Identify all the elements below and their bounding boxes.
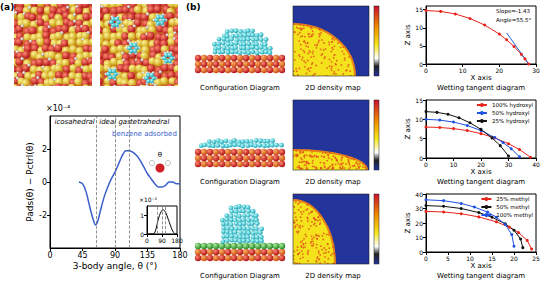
- svg-text:×10⁻²: ×10⁻²: [139, 196, 158, 203]
- svg-text:25% methyl: 25% methyl: [496, 196, 530, 203]
- svg-text:0: 0: [47, 251, 52, 260]
- svg-text:0: 0: [140, 231, 144, 238]
- svg-text:Angle=55.5°: Angle=55.5°: [496, 17, 532, 24]
- svg-text:-2: -2: [39, 211, 47, 220]
- svg-text:2: 2: [42, 145, 47, 154]
- svg-text:10: 10: [450, 161, 458, 168]
- svg-text:180: 180: [172, 251, 187, 260]
- svg-text:X axis: X axis: [470, 74, 491, 82]
- svg-text:10: 10: [415, 24, 423, 31]
- svg-text:0: 0: [424, 255, 428, 262]
- svg-text:90: 90: [110, 251, 120, 260]
- svg-text:2D density map: 2D density map: [305, 272, 361, 280]
- svg-text:(b): (b): [186, 2, 201, 12]
- svg-text:30: 30: [532, 67, 540, 74]
- svg-text:0: 0: [424, 67, 428, 74]
- svg-text:0: 0: [419, 61, 423, 68]
- svg-text:5: 5: [446, 255, 450, 262]
- svg-text:2D density map: 2D density map: [305, 84, 361, 92]
- svg-text:15: 15: [488, 255, 496, 262]
- svg-text:1: 1: [140, 212, 144, 219]
- svg-text:30: 30: [505, 161, 513, 168]
- svg-text:0: 0: [424, 161, 428, 168]
- svg-text:×10⁻⁴: ×10⁻⁴: [46, 104, 70, 113]
- svg-text:Slope=-1.43: Slope=-1.43: [496, 8, 531, 15]
- svg-text:Z axis: Z axis: [404, 24, 412, 45]
- svg-text:Wetting tangent diagram: Wetting tangent diagram: [437, 178, 525, 186]
- svg-text:10: 10: [466, 255, 474, 262]
- svg-text:40: 40: [415, 191, 423, 198]
- svg-text:Pads(θ) − Pctrl(θ): Pads(θ) − Pctrl(θ): [25, 142, 35, 221]
- svg-text:50% methyl: 50% methyl: [496, 204, 530, 211]
- svg-text:Configuration Diagram: Configuration Diagram: [200, 84, 280, 92]
- svg-text:Z axis: Z axis: [404, 118, 412, 139]
- svg-text:ideal gas: ideal gas: [99, 117, 131, 126]
- svg-text:Configuration Diagram: Configuration Diagram: [200, 272, 280, 280]
- svg-text:20: 20: [496, 67, 504, 74]
- svg-text:5: 5: [419, 42, 423, 49]
- svg-text:3-body angle, θ (°): 3-body angle, θ (°): [73, 261, 158, 271]
- svg-text:(a): (a): [0, 2, 14, 12]
- svg-text:15: 15: [415, 97, 423, 104]
- svg-text:100% hydroxyl: 100% hydroxyl: [492, 102, 534, 109]
- svg-text:2D density map: 2D density map: [305, 178, 361, 186]
- svg-text:Wetting tangent diagram: Wetting tangent diagram: [437, 84, 525, 92]
- svg-text:Configuration Diagram: Configuration Diagram: [200, 178, 280, 186]
- svg-text:icosahedral: icosahedral: [54, 118, 94, 126]
- svg-text:45: 45: [77, 251, 87, 260]
- svg-text:20: 20: [477, 161, 485, 168]
- svg-text:X axis: X axis: [470, 168, 491, 176]
- svg-text:5: 5: [419, 135, 423, 142]
- svg-text:10: 10: [459, 67, 467, 74]
- svg-text:50% hydroxyl: 50% hydroxyl: [492, 110, 530, 117]
- svg-text:20: 20: [415, 220, 423, 227]
- svg-text:90: 90: [158, 237, 166, 244]
- svg-text:25% hydroxyl: 25% hydroxyl: [492, 118, 530, 125]
- svg-text:15: 15: [415, 6, 423, 13]
- svg-text:20: 20: [510, 255, 518, 262]
- svg-text:100% methyl: 100% methyl: [496, 212, 533, 219]
- svg-text:benzene adsorbed: benzene adsorbed: [112, 130, 177, 138]
- svg-text:tetrahedral: tetrahedral: [130, 118, 169, 126]
- svg-text:Wetting tangent diagram: Wetting tangent diagram: [437, 272, 525, 280]
- svg-text:0: 0: [419, 155, 423, 162]
- svg-text:θ: θ: [158, 151, 162, 159]
- svg-text:135: 135: [140, 251, 155, 260]
- svg-text:40: 40: [532, 161, 540, 168]
- svg-text:180: 180: [171, 237, 183, 244]
- svg-text:0: 0: [145, 237, 149, 244]
- svg-text:0: 0: [419, 249, 423, 256]
- svg-text:Z axis: Z axis: [404, 212, 412, 233]
- svg-text:30: 30: [415, 205, 423, 212]
- svg-text:10: 10: [415, 116, 423, 123]
- svg-text:25: 25: [532, 255, 540, 262]
- svg-text:0: 0: [42, 178, 47, 187]
- svg-text:10: 10: [415, 234, 423, 241]
- svg-text:X axis: X axis: [470, 262, 491, 270]
